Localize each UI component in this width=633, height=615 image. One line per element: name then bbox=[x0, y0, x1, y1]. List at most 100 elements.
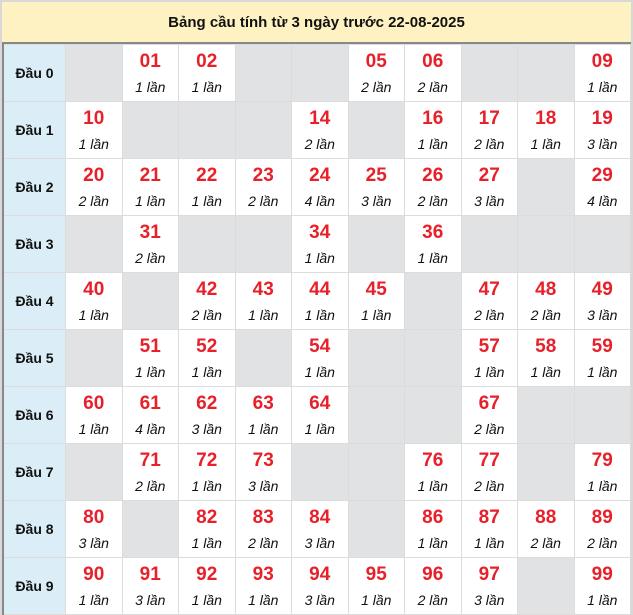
lottery-number: 93 bbox=[252, 563, 274, 585]
row-label: Đầu 0 bbox=[2, 44, 66, 102]
number-cell: 25 3 lần bbox=[347, 158, 405, 216]
lottery-number: 67 bbox=[478, 392, 500, 414]
number-cell: 76 1 lần bbox=[404, 443, 462, 501]
number-cell: 60 1 lần bbox=[65, 386, 123, 444]
lottery-number: 27 bbox=[478, 164, 500, 186]
occurrence-count: 1 lần bbox=[248, 591, 279, 608]
occurrence-count: 1 lần bbox=[248, 306, 279, 323]
lottery-number: 88 bbox=[535, 506, 557, 528]
number-cell: 79 1 lần bbox=[573, 443, 631, 501]
occurrence-count: 1 lần bbox=[530, 363, 561, 380]
occurrence-count: 2 lần bbox=[417, 78, 448, 95]
occurrence-count: 2 lần bbox=[530, 534, 561, 551]
occurrence-count: 1 lần bbox=[417, 249, 448, 266]
empty-cell bbox=[517, 557, 575, 615]
lottery-number: 61 bbox=[139, 392, 161, 414]
number-cell: 45 1 lần bbox=[347, 272, 405, 330]
empty-cell bbox=[291, 443, 349, 501]
empty-cell bbox=[65, 44, 123, 102]
table-row: Đầu 5 51 1 lần 52 1 lần 54 1 lần 57 1 lần 58 1 lần… bbox=[2, 329, 631, 387]
number-cell: 27 3 lần bbox=[460, 158, 518, 216]
lottery-number: 89 bbox=[591, 506, 613, 528]
lottery-number: 84 bbox=[309, 506, 331, 528]
number-cell: 09 1 lần bbox=[573, 44, 631, 102]
number-cell: 44 1 lần bbox=[291, 272, 349, 330]
number-cell: 97 3 lần bbox=[460, 557, 518, 615]
number-cell: 95 1 lần bbox=[347, 557, 405, 615]
lottery-number: 14 bbox=[309, 107, 331, 129]
lottery-number: 47 bbox=[478, 278, 500, 300]
empty-cell bbox=[65, 329, 123, 387]
row-label: Đầu 6 bbox=[2, 386, 66, 444]
occurrence-count: 3 lần bbox=[78, 534, 109, 551]
occurrence-count: 1 lần bbox=[361, 306, 392, 323]
occurrence-count: 1 lần bbox=[78, 306, 109, 323]
number-cell: 26 2 lần bbox=[404, 158, 462, 216]
empty-cell bbox=[404, 272, 462, 330]
lottery-number: 16 bbox=[422, 107, 444, 129]
empty-cell bbox=[121, 500, 179, 558]
number-cell: 96 2 lần bbox=[404, 557, 462, 615]
lottery-number: 97 bbox=[478, 563, 500, 585]
lottery-number: 06 bbox=[422, 50, 444, 72]
occurrence-count: 3 lần bbox=[361, 192, 392, 209]
frequency-table: Đầu 0 01 1 lần 02 1 lần 05 2 lần 06 2 lần 09 1 lần… bbox=[2, 44, 631, 615]
lottery-number: 96 bbox=[422, 563, 444, 585]
lottery-number: 87 bbox=[478, 506, 500, 528]
occurrence-count: 2 lần bbox=[474, 306, 505, 323]
empty-cell bbox=[517, 443, 575, 501]
number-cell: 92 1 lần bbox=[178, 557, 236, 615]
occurrence-count: 2 lần bbox=[530, 306, 561, 323]
table-row: Đầu 9 90 1 lần 91 3 lần 92 1 lần 93 1 lần 94 3 lần… bbox=[2, 557, 631, 615]
occurrence-count: 1 lần bbox=[135, 363, 166, 380]
number-cell: 62 3 lần bbox=[178, 386, 236, 444]
occurrence-count: 1 lần bbox=[191, 534, 222, 551]
number-cell: 94 3 lần bbox=[291, 557, 349, 615]
occurrence-count: 2 lần bbox=[248, 192, 279, 209]
occurrence-count: 1 lần bbox=[417, 135, 448, 152]
lottery-number: 86 bbox=[422, 506, 444, 528]
row-label: Đầu 7 bbox=[2, 443, 66, 501]
occurrence-count: 1 lần bbox=[474, 534, 505, 551]
lottery-number: 62 bbox=[196, 392, 218, 414]
occurrence-count: 3 lần bbox=[587, 306, 618, 323]
occurrence-count: 1 lần bbox=[417, 477, 448, 494]
table-row: Đầu 1 10 1 lần 14 2 lần 16 1 lần 17 2 lần 18 1 lần… bbox=[2, 101, 631, 159]
number-cell: 23 2 lần bbox=[234, 158, 292, 216]
occurrence-count: 4 lần bbox=[304, 192, 335, 209]
occurrence-count: 1 lần bbox=[361, 591, 392, 608]
lottery-number: 94 bbox=[309, 563, 331, 585]
occurrence-count: 1 lần bbox=[304, 306, 335, 323]
empty-cell bbox=[404, 329, 462, 387]
lottery-number: 44 bbox=[309, 278, 331, 300]
occurrence-count: 1 lần bbox=[587, 477, 618, 494]
empty-cell bbox=[121, 272, 179, 330]
empty-cell bbox=[178, 101, 236, 159]
occurrence-count: 2 lần bbox=[248, 534, 279, 551]
lottery-number: 57 bbox=[478, 335, 500, 357]
lottery-number: 71 bbox=[139, 449, 161, 471]
empty-cell bbox=[517, 215, 575, 273]
number-cell: 73 3 lần bbox=[234, 443, 292, 501]
table-row: Đầu 2 20 2 lần 21 1 lần 22 1 lần 23 2 lần 24 4 lần… bbox=[2, 158, 631, 216]
occurrence-count: 4 lần bbox=[587, 192, 618, 209]
number-cell: 01 1 lần bbox=[121, 44, 179, 102]
lottery-number: 24 bbox=[309, 164, 331, 186]
lottery-number: 48 bbox=[535, 278, 557, 300]
number-cell: 88 2 lần bbox=[517, 500, 575, 558]
empty-cell bbox=[347, 215, 405, 273]
number-cell: 22 1 lần bbox=[178, 158, 236, 216]
empty-cell bbox=[65, 443, 123, 501]
occurrence-count: 1 lần bbox=[135, 78, 166, 95]
number-cell: 54 1 lần bbox=[291, 329, 349, 387]
occurrence-count: 3 lần bbox=[191, 420, 222, 437]
lottery-number: 59 bbox=[591, 335, 613, 357]
occurrence-count: 2 lần bbox=[417, 591, 448, 608]
table-row: Đầu 3 31 2 lần 34 1 lần 36 1 lần bbox=[2, 215, 631, 273]
table-row: Đầu 7 71 2 lần 72 1 lần 73 3 lần 76 1 lần 77 2 lần… bbox=[2, 443, 631, 501]
lottery-number: 51 bbox=[139, 335, 161, 357]
number-cell: 34 1 lần bbox=[291, 215, 349, 273]
lottery-number: 76 bbox=[422, 449, 444, 471]
lottery-number: 18 bbox=[535, 107, 557, 129]
